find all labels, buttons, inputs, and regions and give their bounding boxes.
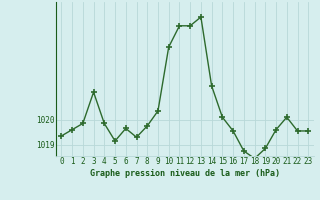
X-axis label: Graphe pression niveau de la mer (hPa): Graphe pression niveau de la mer (hPa) bbox=[90, 169, 280, 178]
